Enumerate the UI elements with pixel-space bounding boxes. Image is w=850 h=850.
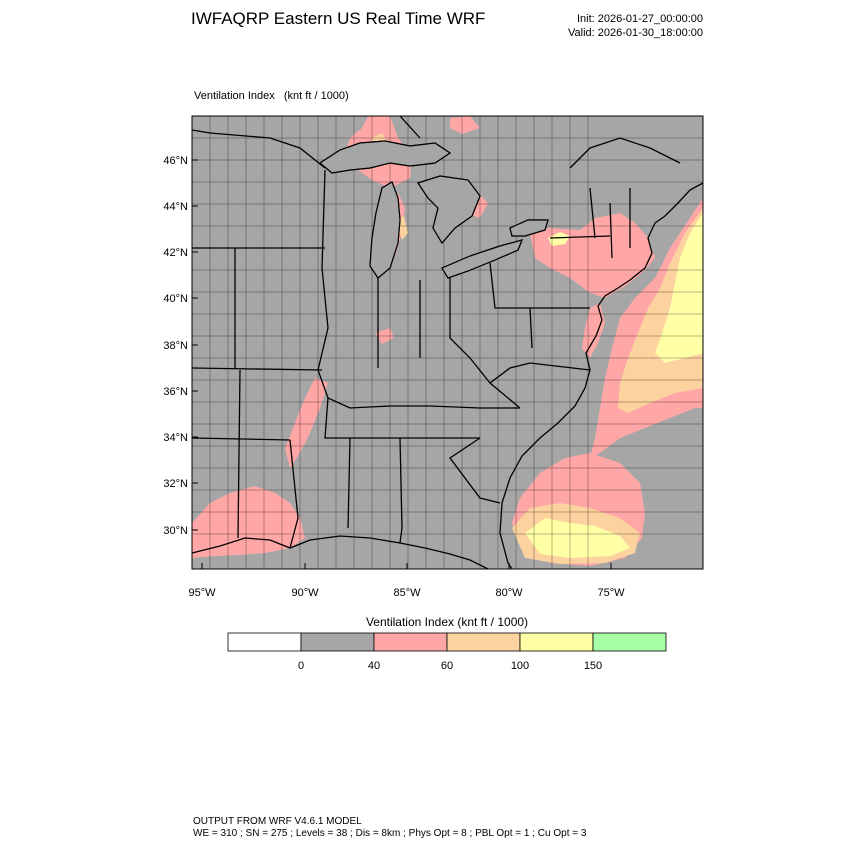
forecast-map: 46°N 44°N 42°N 40°N 38°N 36°N 34°N 32°N … (163, 115, 704, 599)
shading-atlantic-yellow (655, 213, 703, 363)
lake-michigan-cover (369, 181, 401, 279)
lat-label: 46°N (163, 155, 188, 167)
shading-mid-atlantic-pink (582, 303, 605, 358)
lake-huron-cover (417, 175, 481, 245)
footer-line-1: OUTPUT FROM WRF V4.6.1 MODEL (193, 816, 362, 827)
us-coastline (499, 182, 703, 569)
shading-ny-yellow (548, 232, 570, 246)
colorbar-tick-label: 60 (441, 660, 453, 672)
colorbar-tick-label: 100 (511, 660, 529, 672)
lon-label: 75°W (597, 587, 625, 599)
lat-label: 44°N (163, 201, 188, 213)
lake-erie-cover (441, 239, 524, 279)
longitude-axis (201, 563, 612, 569)
model-footer: OUTPUT FROM WRF V4.6.1 MODEL WE = 310 ; … (193, 816, 586, 840)
colorbar-tick-label: 150 (584, 660, 602, 672)
colorbar: Ventilation Index (knt ft / 1000) 0 40 60 1… (227, 615, 667, 672)
lat-label: 42°N (163, 247, 188, 259)
valid-time: Valid: 2026-01-30_18:00:00 (568, 27, 703, 39)
colorbar-swatch (519, 632, 594, 652)
colorbar-swatch (227, 632, 302, 652)
footer-line-2: WE = 310 ; SN = 275 ; Levels = 38 ; Dis … (193, 828, 587, 839)
shading-gulf-coast-pink (192, 486, 305, 558)
lon-label: 95°W (188, 587, 216, 599)
lat-label: 36°N (163, 386, 188, 398)
map-frame (191, 115, 704, 570)
lat-label: 34°N (163, 432, 188, 444)
lon-label: 85°W (393, 587, 421, 599)
gulf-coastline (192, 535, 489, 569)
colorbar-swatch (373, 632, 448, 652)
lon-label: 80°W (495, 587, 523, 599)
lat-label: 40°N (163, 293, 188, 305)
lat-label: 30°N (163, 525, 188, 537)
lat-label: 32°N (163, 478, 188, 490)
latitude-axis (192, 159, 198, 531)
field-label: Ventilation Index (knt ft / 1000) (194, 90, 349, 102)
colorbar-swatch (592, 632, 667, 652)
plot-title: IWFAQRP Eastern US Real Time WRF (191, 9, 486, 28)
shading-southeast-offshore-yellow (525, 518, 630, 558)
colorbar-tick-label: 0 (298, 660, 304, 672)
lon-label: 90°W (291, 587, 319, 599)
shading-superior-north-pink (450, 116, 480, 134)
shading-mississippi-pink (285, 378, 328, 468)
colorbar-swatch (446, 632, 521, 652)
colorbar-title: Ventilation Index (knt ft / 1000) (366, 615, 528, 629)
lake-ontario-cover (509, 219, 549, 237)
lat-label: 38°N (163, 340, 188, 352)
lake-superior-cover (318, 140, 452, 174)
colorbar-swatch (300, 632, 375, 652)
colorbar-tick-label: 40 (368, 660, 380, 672)
init-time: Init: 2026-01-27_00:00:00 (577, 13, 703, 25)
